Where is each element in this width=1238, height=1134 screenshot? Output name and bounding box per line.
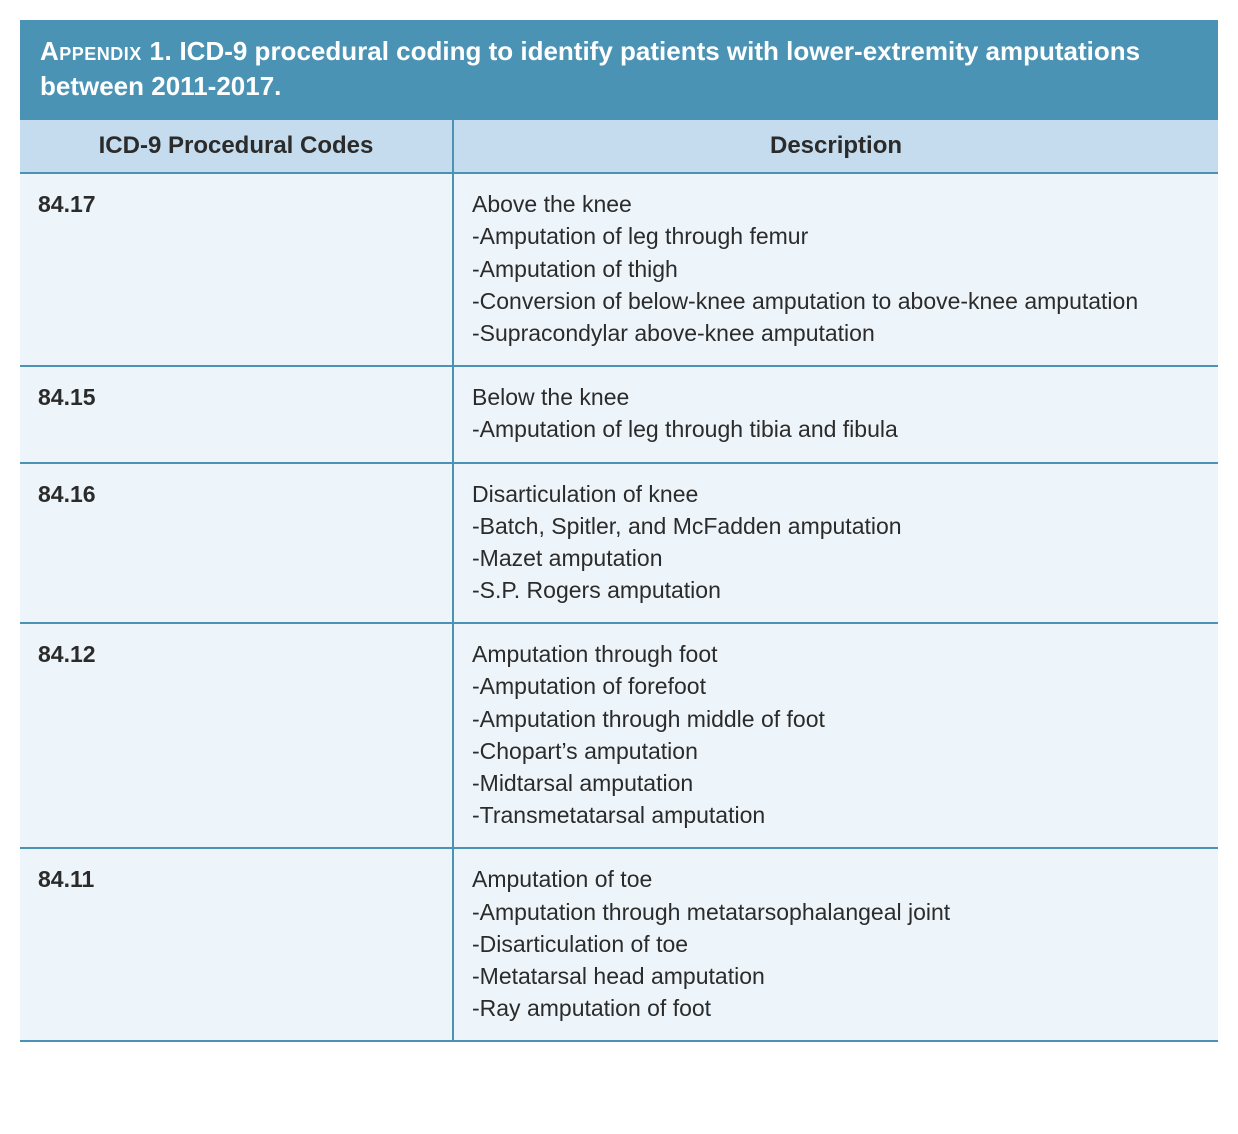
table-row: 84.16Disarticulation of knee-Batch, Spit… — [20, 463, 1218, 624]
description-heading: Amputation of toe — [472, 863, 1200, 895]
table-title: Appendix 1. ICD-9 procedural coding to i… — [20, 20, 1218, 120]
code-cell: 84.16 — [20, 463, 453, 624]
code-cell: 84.17 — [20, 173, 453, 366]
description-cell: Disarticulation of knee-Batch, Spitler, … — [453, 463, 1218, 624]
col-header-description: Description — [453, 120, 1218, 173]
description-line: -Conversion of below-knee amputation to … — [472, 285, 1200, 317]
code-cell: 84.15 — [20, 366, 453, 462]
description-heading: Above the knee — [472, 188, 1200, 220]
table-row: 84.11Amputation of toe-Amputation throug… — [20, 848, 1218, 1041]
description-cell: Amputation of toe-Amputation through met… — [453, 848, 1218, 1041]
code-cell: 84.12 — [20, 623, 453, 848]
description-line: -Metatarsal head amputation — [472, 960, 1200, 992]
description-line: -Transmetatarsal amputation — [472, 799, 1200, 831]
description-line: -S.P. Rogers amputation — [472, 574, 1200, 606]
description-cell: Below the knee-Amputation of leg through… — [453, 366, 1218, 462]
col-header-codes: ICD-9 Procedural Codes — [20, 120, 453, 173]
table-row: 84.15Below the knee-Amputation of leg th… — [20, 366, 1218, 462]
description-line: -Amputation of leg through tibia and fib… — [472, 413, 1200, 445]
appendix-table: Appendix 1. ICD-9 procedural coding to i… — [20, 20, 1218, 1042]
header-row: ICD-9 Procedural Codes Description — [20, 120, 1218, 173]
table-row: 84.17Above the knee-Amputation of leg th… — [20, 173, 1218, 366]
title-prefix: Appendix 1. — [40, 36, 172, 66]
description-line: -Batch, Spitler, and McFadden amputation — [472, 510, 1200, 542]
table-row: 84.12Amputation through foot-Amputation … — [20, 623, 1218, 848]
description-line: -Ray amputation of foot — [472, 992, 1200, 1024]
description-line: -Amputation through metatarsophalangeal … — [472, 896, 1200, 928]
description-line: -Chopart’s amputation — [472, 735, 1200, 767]
codes-table: ICD-9 Procedural Codes Description 84.17… — [20, 120, 1218, 1042]
description-line: -Disarticulation of toe — [472, 928, 1200, 960]
description-heading: Amputation through foot — [472, 638, 1200, 670]
description-line: -Amputation of leg through femur — [472, 220, 1200, 252]
title-rest: ICD-9 procedural coding to identify pati… — [40, 36, 1140, 101]
description-line: -Amputation of forefoot — [472, 670, 1200, 702]
description-line: -Amputation of thigh — [472, 253, 1200, 285]
description-line: -Midtarsal amputation — [472, 767, 1200, 799]
description-line: -Mazet amputation — [472, 542, 1200, 574]
description-heading: Disarticulation of knee — [472, 478, 1200, 510]
description-cell: Above the knee-Amputation of leg through… — [453, 173, 1218, 366]
description-cell: Amputation through foot-Amputation of fo… — [453, 623, 1218, 848]
description-heading: Below the knee — [472, 381, 1200, 413]
description-line: -Amputation through middle of foot — [472, 703, 1200, 735]
code-cell: 84.11 — [20, 848, 453, 1041]
description-line: -Supracondylar above-knee amputation — [472, 317, 1200, 349]
